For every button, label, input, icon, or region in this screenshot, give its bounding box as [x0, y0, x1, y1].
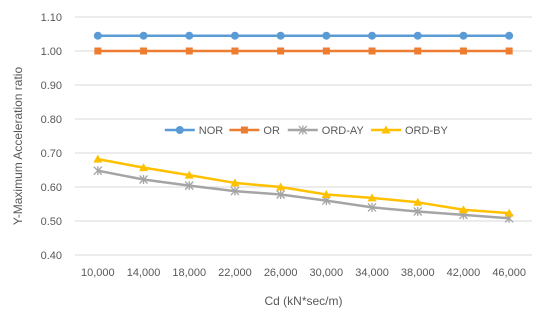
x-tick-labels: 10,000 14,000 18,000 22,000 26,000 30,000 34,0… — [81, 267, 526, 279]
data-point-nor — [322, 31, 331, 40]
x-tick-label: 22,000 — [218, 267, 252, 279]
data-point-or — [414, 47, 422, 55]
x-axis-label: Cd (kN*sec/m) — [264, 294, 342, 308]
legend: NOR OR ORD-AY ORD-BY — [164, 125, 448, 137]
legend-marker-ord-by — [381, 125, 391, 134]
y-tick-labels: 1.10 1.00 0.90 0.80 0.70 0.60 0.50 0.40 — [41, 12, 62, 262]
legend-label: NOR — [199, 125, 224, 137]
x-tick-label: 14,000 — [127, 267, 161, 279]
legend-marker-ord-ay — [298, 125, 308, 135]
y-tick-label: 1.00 — [41, 46, 62, 58]
y-axis-label: Y-Maximum Acceleration ratio — [11, 67, 25, 226]
data-point-or — [231, 47, 239, 55]
x-tick-label: 38,000 — [401, 267, 435, 279]
y-tick-label: 0.90 — [41, 80, 62, 92]
data-point-or — [322, 47, 330, 55]
data-point-nor — [276, 31, 285, 40]
legend-item-ord-by: ORD-BY — [371, 125, 448, 137]
y-tick-label: 1.10 — [41, 12, 62, 24]
data-point-nor — [368, 31, 377, 40]
data-point-or — [505, 47, 513, 55]
series-nor — [93, 31, 514, 40]
x-tick-label: 30,000 — [310, 267, 344, 279]
data-point-or — [94, 47, 102, 55]
series-line-ord-by — [97, 157, 510, 215]
data-point-ord-by — [458, 205, 468, 214]
series-ord-by — [93, 154, 514, 217]
data-point-ord-by — [321, 189, 331, 198]
data-point-ord-by — [230, 178, 240, 187]
y-tick-label: 0.70 — [41, 148, 62, 160]
data-point-nor — [413, 31, 422, 40]
data-point-or — [140, 47, 148, 55]
data-point-or — [277, 47, 285, 55]
series-group — [93, 31, 514, 223]
data-point-ord-by — [413, 197, 423, 206]
data-point-ord-ay — [413, 206, 423, 216]
series-ord-ay — [93, 166, 514, 223]
data-point-nor — [185, 31, 194, 40]
legend-label: ORD-BY — [405, 125, 448, 137]
x-tick-label: 34,000 — [355, 267, 389, 279]
data-point-or — [185, 47, 193, 55]
legend-item-ord-ay: ORD-AY — [287, 125, 365, 137]
data-point-nor — [459, 31, 468, 40]
data-point-nor — [139, 31, 148, 40]
legend-label: OR — [263, 125, 280, 137]
x-tick-label: 26,000 — [264, 267, 298, 279]
data-point-ord-by — [93, 154, 103, 163]
y-tick-label: 0.60 — [41, 182, 62, 194]
data-point-nor — [93, 31, 102, 40]
data-point-nor — [505, 31, 514, 40]
data-point-ord-ay — [276, 189, 286, 199]
data-point-ord-ay — [184, 181, 194, 191]
series-line-ord-ay — [97, 169, 510, 220]
data-point-ord-ay — [367, 202, 377, 212]
legend-label: ORD-AY — [322, 125, 365, 137]
data-point-ord-ay — [230, 186, 240, 196]
data-point-ord-ay — [139, 175, 149, 185]
data-point-nor — [230, 31, 239, 40]
data-point-ord-by — [184, 170, 194, 179]
legend-marker-or — [240, 126, 248, 134]
data-point-ord-by — [367, 193, 377, 202]
x-tick-label: 10,000 — [81, 267, 115, 279]
data-point-ord-by — [504, 208, 514, 217]
data-point-ord-by — [276, 182, 286, 191]
x-tick-label: 18,000 — [172, 267, 206, 279]
y-tick-label: 0.40 — [41, 250, 62, 262]
legend-item-nor: NOR — [164, 125, 224, 137]
data-point-or — [459, 47, 467, 55]
legend-marker-nor — [175, 126, 184, 134]
x-tick-label: 46,000 — [492, 267, 526, 279]
x-tick-label: 42,000 — [447, 267, 481, 279]
y-tick-label: 0.80 — [41, 114, 62, 126]
data-point-or — [368, 47, 376, 55]
legend-item-or: OR — [229, 125, 280, 137]
series-or — [94, 47, 513, 55]
data-point-ord-ay — [93, 166, 103, 176]
y-tick-label: 0.50 — [41, 216, 62, 228]
data-point-ord-by — [139, 163, 149, 172]
